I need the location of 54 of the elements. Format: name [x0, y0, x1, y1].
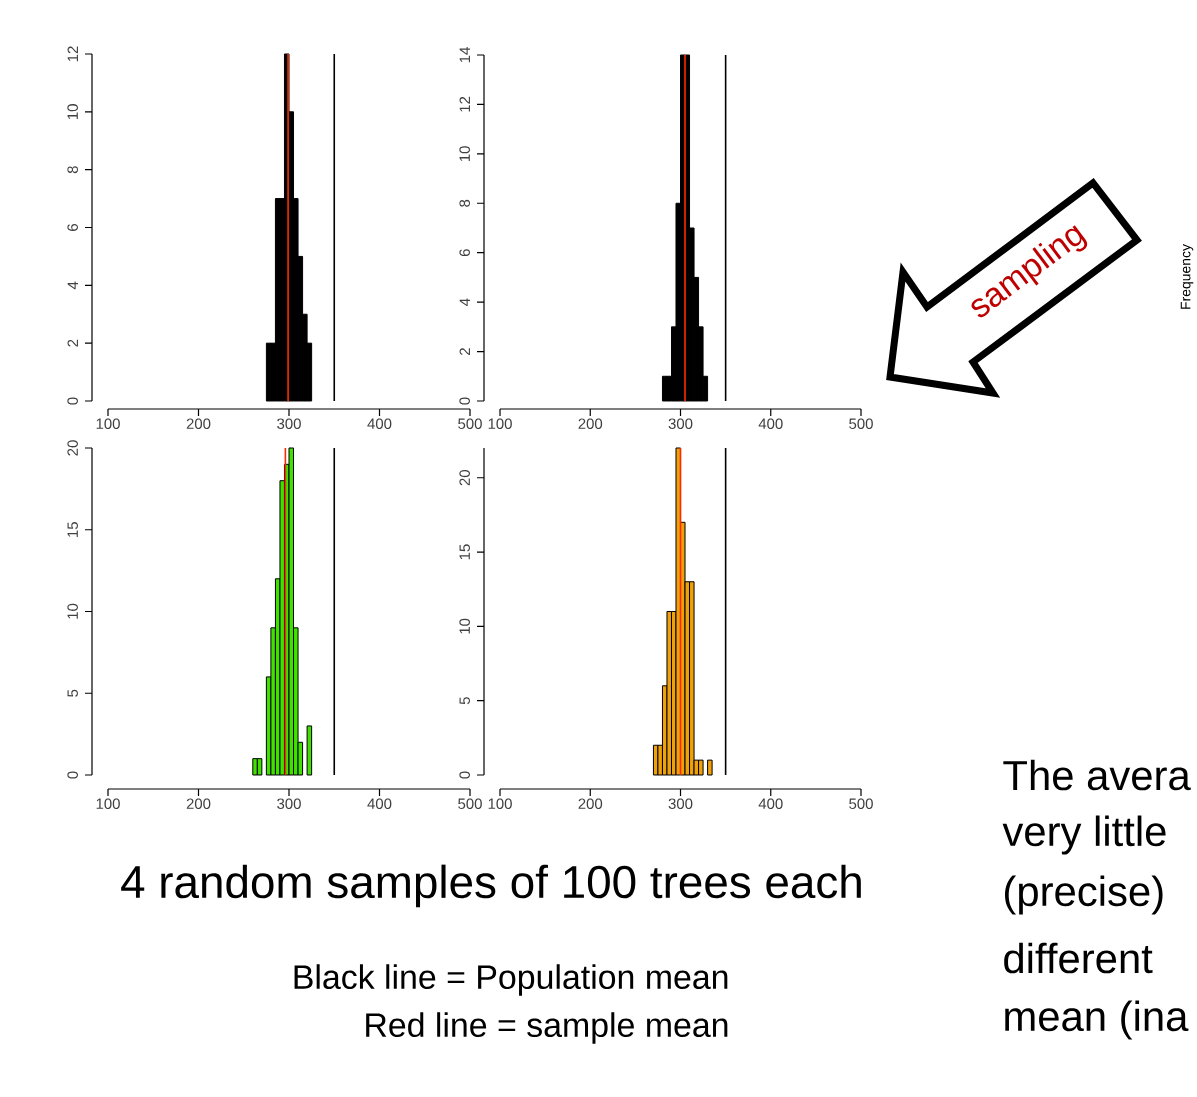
y-tick-label: 20	[459, 470, 470, 486]
y-tick-label: 20	[67, 440, 78, 456]
y-tick-label: 0	[459, 397, 470, 405]
y-tick-label: 15	[67, 522, 78, 537]
y-tick-label: 14	[459, 47, 470, 63]
y-tick-label: 10	[67, 104, 78, 120]
x-tick-label: 300	[277, 798, 301, 809]
x-tick-label: 100	[96, 418, 120, 429]
y-tick-label: 0	[459, 771, 470, 779]
text: The avera	[1003, 759, 1191, 791]
y-tick-label: 10	[459, 618, 470, 634]
x-tick-label: 500	[458, 418, 482, 429]
x-tick-label: 500	[458, 798, 482, 809]
x-tick-label: 100	[96, 798, 120, 809]
text: (precise)	[1005, 875, 1163, 915]
x-tick-label: 400	[758, 798, 783, 809]
y-tick-label: 6	[67, 223, 78, 231]
text: Frequency	[1180, 244, 1194, 309]
y-tick-label: 2	[67, 339, 78, 347]
y-tick-label: 8	[459, 199, 470, 207]
y-tick-label: 12	[67, 46, 78, 62]
y-tick-label: 2	[459, 348, 470, 355]
text: very little	[1002, 815, 1166, 855]
y-tick-label: 10	[67, 603, 78, 619]
x-tick-label: 200	[186, 798, 211, 809]
text: mean (ina	[1005, 1000, 1189, 1040]
text: Black line = Population mean	[294, 964, 728, 996]
y-tick-label: 4	[459, 298, 470, 306]
x-tick-label: 500	[849, 798, 873, 809]
x-tick-label: 300	[668, 418, 693, 429]
y-tick-label: 12	[459, 96, 470, 112]
y-tick-label: 6	[459, 249, 470, 257]
y-tick-label: 15	[459, 544, 470, 560]
y-tick-label: 5	[459, 697, 470, 705]
x-tick-label: 200	[186, 418, 211, 429]
text: Red line = sample mean	[366, 1012, 728, 1044]
y-tick-label: 4	[67, 281, 78, 290]
x-tick-label: 400	[367, 418, 392, 429]
x-tick-label: 500	[849, 418, 873, 429]
text: 4 random samples of 100 trees each	[121, 864, 861, 908]
x-tick-label: 400	[367, 798, 392, 809]
y-tick-label: 5	[67, 689, 78, 697]
x-tick-label: 200	[578, 798, 603, 809]
y-tick-label: 0	[67, 397, 78, 405]
y-tick-label: 0	[67, 771, 78, 779]
y-tick-label: 10	[459, 146, 470, 162]
x-tick-label: 100	[488, 798, 512, 809]
x-tick-label: 200	[578, 418, 603, 429]
x-tick-label: 100	[488, 418, 512, 429]
x-tick-label: 300	[668, 798, 693, 809]
text: different	[1004, 942, 1153, 974]
y-tick-label: 8	[67, 166, 78, 174]
x-tick-label: 300	[277, 418, 301, 429]
x-tick-label: 400	[758, 418, 783, 429]
